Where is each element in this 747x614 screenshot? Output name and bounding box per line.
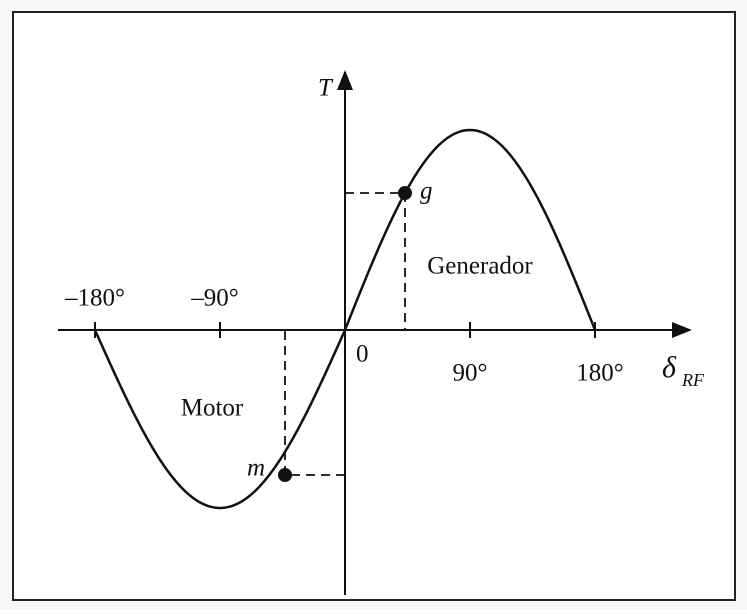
- point-m: [278, 468, 292, 482]
- region-label: Motor: [181, 395, 244, 422]
- x-tick-label: 180°: [576, 360, 624, 387]
- x-tick-label: 90°: [453, 360, 488, 387]
- x-axis-subscript: RF: [681, 370, 705, 390]
- origin-label: 0: [356, 341, 369, 368]
- region-label: Generador: [427, 253, 533, 280]
- guide-lines: [284, 192, 406, 476]
- y-axis-label: T: [318, 75, 334, 102]
- x-axis-label: δ: [662, 351, 677, 384]
- point-label: g: [420, 178, 433, 205]
- x-tick-label: –90°: [190, 285, 239, 312]
- torque-curve: [93, 128, 597, 510]
- frame: [12, 11, 736, 601]
- point-label: m: [247, 455, 265, 482]
- x-tick-label: –180°: [64, 285, 125, 312]
- point-g: [398, 186, 412, 200]
